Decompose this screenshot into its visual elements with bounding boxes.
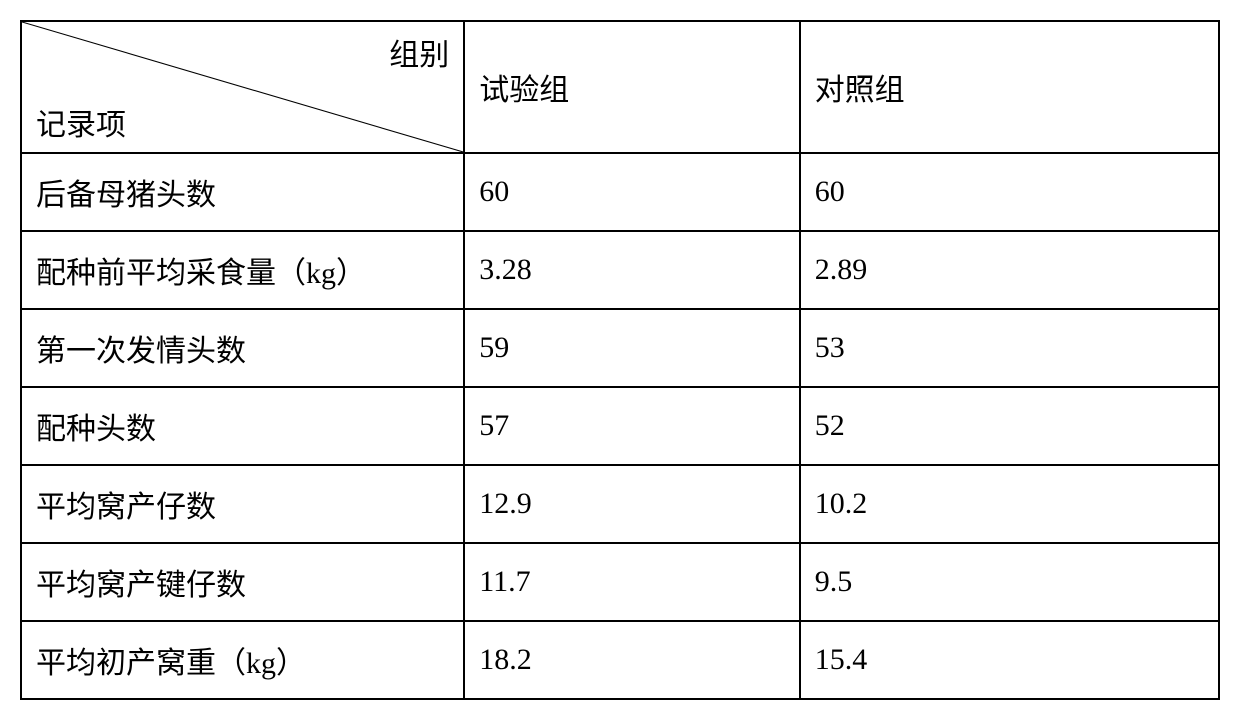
row-label: 平均初产窝重（kg） [21,621,464,699]
table-header-row: 组别 记录项 试验组 对照组 [21,21,1219,153]
row-label: 配种前平均采食量（kg） [21,231,464,309]
table-row: 平均初产窝重（kg） 18.2 15.4 [21,621,1219,699]
row-label: 平均窝产仔数 [21,465,464,543]
row-exp-value: 3.28 [464,231,799,309]
table-row: 配种头数 57 52 [21,387,1219,465]
table-row: 第一次发情头数 59 53 [21,309,1219,387]
row-exp-value: 11.7 [464,543,799,621]
header-col-label: 组别 [389,30,449,74]
row-exp-value: 57 [464,387,799,465]
row-exp-value: 60 [464,153,799,231]
comparison-table-container: 组别 记录项 试验组 对照组 后备母猪头数 60 60 配种前平均采食量（kg）… [20,20,1220,700]
row-exp-value: 12.9 [464,465,799,543]
header-row-label: 记录项 [36,100,126,144]
header-experimental-group: 试验组 [464,21,799,153]
row-ctrl-value: 52 [800,387,1219,465]
table-row: 平均窝产仔数 12.9 10.2 [21,465,1219,543]
header-control-group: 对照组 [800,21,1219,153]
row-ctrl-value: 2.89 [800,231,1219,309]
row-label: 后备母猪头数 [21,153,464,231]
row-label: 第一次发情头数 [21,309,464,387]
comparison-table: 组别 记录项 试验组 对照组 后备母猪头数 60 60 配种前平均采食量（kg）… [20,20,1220,700]
table-row: 配种前平均采食量（kg） 3.28 2.89 [21,231,1219,309]
row-ctrl-value: 53 [800,309,1219,387]
row-label: 配种头数 [21,387,464,465]
table-row: 平均窝产键仔数 11.7 9.5 [21,543,1219,621]
row-label: 平均窝产键仔数 [21,543,464,621]
row-ctrl-value: 60 [800,153,1219,231]
row-ctrl-value: 9.5 [800,543,1219,621]
row-exp-value: 18.2 [464,621,799,699]
row-ctrl-value: 15.4 [800,621,1219,699]
row-exp-value: 59 [464,309,799,387]
diagonal-header-cell: 组别 记录项 [21,21,464,153]
table-row: 后备母猪头数 60 60 [21,153,1219,231]
row-ctrl-value: 10.2 [800,465,1219,543]
